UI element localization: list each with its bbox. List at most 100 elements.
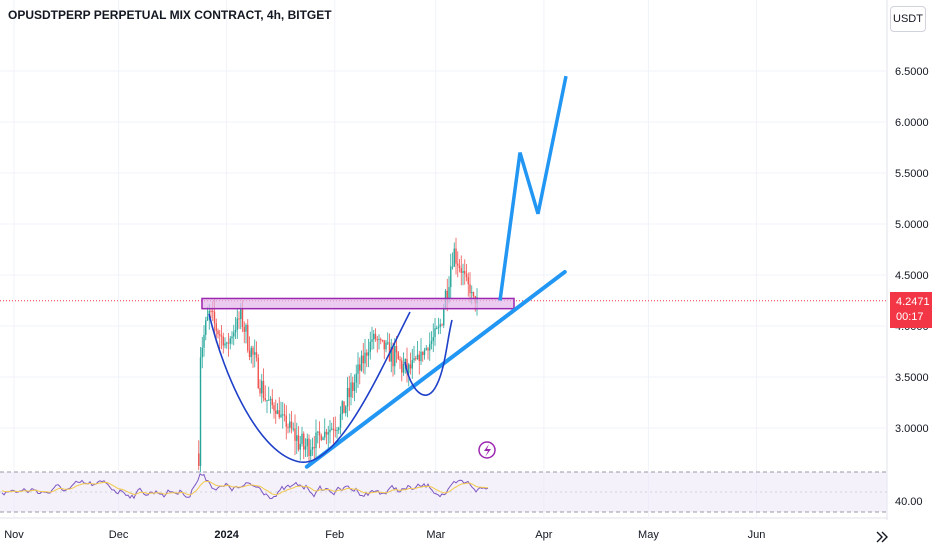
x-tick-label: Jun [748, 529, 766, 541]
candle-body [422, 351, 424, 356]
candle-body [233, 332, 235, 337]
axes: 6.50006.00005.50005.00004.50004.00003.50… [4, 66, 928, 541]
candle-body [469, 284, 471, 294]
candle-body [264, 398, 266, 401]
candle-body [401, 360, 403, 373]
y-tick-label: 3.5000 [895, 372, 929, 384]
candle-body [227, 342, 230, 344]
x-tick-label: Apr [535, 529, 552, 541]
candle-body [289, 421, 291, 428]
candle-body [378, 339, 380, 341]
candle-body [458, 265, 461, 269]
candle-body [299, 443, 301, 450]
candle-body [432, 337, 434, 342]
candle-body [399, 359, 401, 361]
candle-body [446, 290, 448, 299]
candle-body [346, 387, 349, 407]
candle-body [343, 401, 345, 414]
candle-body [427, 348, 429, 351]
drawings [201, 75, 568, 469]
candle-body [443, 308, 445, 326]
candle-body [255, 352, 258, 358]
candle-body [392, 347, 394, 367]
candle-body [385, 342, 387, 350]
candle-body [285, 415, 287, 427]
candle-body [448, 287, 450, 299]
candle-body [217, 330, 219, 335]
candle-body [420, 351, 422, 362]
candle-body [464, 270, 466, 274]
candle-body [210, 310, 212, 312]
candle-body [437, 326, 440, 329]
candle-body [450, 266, 452, 288]
candle-body [201, 347, 203, 358]
candle-body [315, 432, 317, 449]
resistance-zone [201, 297, 515, 310]
candle-body [465, 273, 468, 278]
candle-body [455, 248, 457, 264]
cup-curve [208, 311, 411, 463]
candle-body [329, 429, 331, 433]
handle-curve [404, 319, 453, 396]
candle-body [336, 430, 338, 432]
candle-body [436, 328, 438, 330]
goto-realtime-icon[interactable] [874, 528, 890, 546]
candle-body [374, 333, 377, 340]
candle-body [317, 431, 319, 433]
y-tick-label: 6.5000 [895, 66, 929, 78]
candle-body [434, 328, 436, 338]
candle-body [208, 310, 210, 317]
x-tick-label: Mar [426, 529, 445, 541]
candle-body [287, 426, 289, 428]
candle-body [294, 428, 296, 441]
candle-body [425, 348, 427, 350]
candle-body [268, 399, 270, 401]
y-tick-label: 5.0000 [895, 219, 929, 231]
candle-body [290, 421, 293, 429]
candle-body [390, 347, 392, 362]
candle-body [360, 355, 363, 371]
candle-body [367, 351, 370, 356]
candle-body [219, 334, 221, 336]
candle-body [348, 387, 350, 398]
candle-body [371, 339, 373, 342]
candle-body [273, 405, 275, 411]
candle-body [397, 352, 399, 360]
y-tick-label: 5.5000 [895, 168, 929, 180]
candle-body [322, 437, 324, 441]
candles [198, 237, 478, 474]
candle-body [338, 427, 340, 431]
candle-body [441, 324, 443, 326]
candle-body [278, 410, 280, 418]
candle-body [472, 292, 475, 297]
candle-body [271, 398, 273, 406]
candle-body [324, 431, 326, 438]
last-price-badge: 4.2471 00:17 [890, 292, 932, 328]
lightning-icon [478, 441, 496, 459]
candle-body [355, 373, 357, 383]
candle-body [266, 399, 268, 401]
y-tick-label: 3.0000 [895, 423, 929, 435]
candle-body [257, 357, 259, 389]
lightning-icon-bolt [484, 444, 491, 457]
candle-body [296, 435, 298, 441]
candle-body [404, 358, 406, 364]
currency-button[interactable]: USDT [890, 6, 926, 32]
candle-body [460, 268, 462, 273]
candle-body [226, 342, 228, 344]
candle-body [297, 435, 300, 450]
candle-body [308, 438, 310, 456]
candle-body [345, 406, 347, 414]
candle-body [313, 447, 315, 449]
candle-body [359, 364, 361, 371]
candle-body [241, 308, 244, 328]
candle-body [394, 346, 396, 367]
candle-body [467, 277, 469, 285]
candle-body [429, 343, 431, 351]
candle-body [306, 438, 308, 447]
candle-body [439, 324, 441, 327]
rsi-ma-line [1, 480, 489, 496]
candle-body [212, 310, 214, 312]
y-tick-label: 4.5000 [895, 270, 929, 282]
